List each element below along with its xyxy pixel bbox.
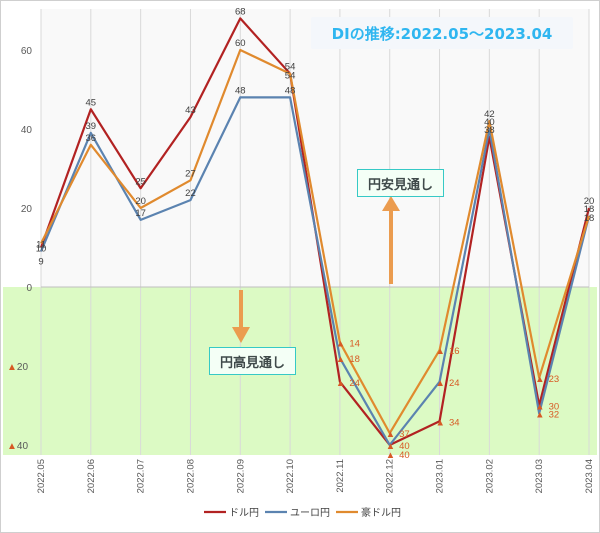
x-tick-label: 2022.10: [285, 459, 296, 493]
data-label: 22: [185, 188, 196, 199]
y-tick-label: 20: [21, 204, 33, 215]
y-tick-label: 40: [21, 125, 33, 136]
series-line-2: [39, 96, 591, 447]
data-label: ▲ 40: [386, 450, 410, 461]
x-tick-label: 2022.05: [36, 459, 47, 493]
data-label: ▲ 32: [535, 409, 559, 420]
data-label: 54: [285, 62, 296, 73]
data-label: 9: [38, 256, 43, 267]
x-tick-label: 2022.09: [235, 459, 246, 493]
data-label: 68: [235, 6, 246, 17]
x-tick-label: 2022.08: [185, 459, 196, 493]
x-tick-label: 2023.03: [534, 459, 545, 493]
data-label: 43: [185, 105, 196, 116]
yen-weak-label: 円安見通し: [368, 177, 434, 193]
data-label: 39: [86, 121, 97, 132]
data-label: 20: [584, 196, 595, 207]
yen-strong-arrow-head: [232, 327, 250, 343]
x-tick-label: 2023.04: [584, 459, 595, 493]
data-label: 54: [285, 71, 296, 82]
data-label: ▲ 23: [535, 374, 559, 385]
data-label: ▲ 18: [336, 354, 360, 365]
yen-weak-callout: 円安見通し: [357, 169, 445, 197]
data-label: ▲ 24: [436, 378, 460, 389]
series-line-3: [40, 48, 591, 435]
data-label: 48: [235, 85, 246, 96]
data-label: 11: [36, 240, 46, 251]
y-tick-label: ▲40: [7, 441, 28, 452]
y-tick-label: 0: [26, 283, 32, 294]
data-label: 25: [135, 176, 146, 187]
data-label: 45: [86, 97, 97, 108]
legend-label: ユーロ円: [290, 508, 330, 519]
data-label: ▲ 24: [336, 378, 360, 389]
data-label: ▲ 16: [436, 346, 460, 357]
data-label: 18: [584, 213, 595, 224]
x-tick-label: 2022.12: [385, 459, 396, 493]
data-label: 36: [86, 133, 97, 144]
data-label: ▲ 34: [436, 417, 460, 428]
data-label: 40: [484, 117, 495, 128]
data-label: ▲ 30: [535, 402, 559, 413]
data-label: 17: [135, 208, 146, 219]
data-label: 42: [484, 109, 495, 120]
legend-label: ドル円: [229, 508, 259, 519]
x-tick-label: 2022.06: [86, 459, 97, 493]
data-label: 60: [235, 38, 246, 49]
x-tick-label: 2023.02: [484, 459, 495, 493]
yen-strong-label: 円高見通し: [220, 355, 286, 371]
y-tick-label: 60: [21, 46, 33, 57]
yen-weak-arrow-head: [382, 196, 400, 211]
data-label: 20: [135, 196, 146, 207]
data-label: ▲ 40: [386, 441, 410, 452]
chart-title-box: DIの推移:2022.05～2023.04: [311, 17, 573, 49]
x-tick-label: 2022.11: [335, 459, 346, 493]
data-label: 27: [185, 168, 196, 179]
y-tick-label: ▲20: [7, 362, 28, 373]
legend-label: 豪ドル円: [361, 506, 401, 519]
data-label: 10: [36, 244, 47, 255]
data-label: ▲ 37: [386, 429, 410, 440]
x-tick-label: 2022.07: [136, 459, 147, 493]
data-label: 18: [584, 204, 595, 215]
x-tick-label: 2023.01: [435, 459, 446, 493]
chart-title: DIの推移:2022.05～2023.04: [331, 24, 553, 43]
positive-area: [41, 9, 589, 287]
data-label: 48: [285, 85, 296, 96]
yen-strong-callout: 円高見通し: [209, 347, 297, 375]
negative-area: [3, 287, 597, 455]
data-label: ▲ 14: [336, 338, 360, 349]
data-label: 38: [484, 125, 495, 136]
